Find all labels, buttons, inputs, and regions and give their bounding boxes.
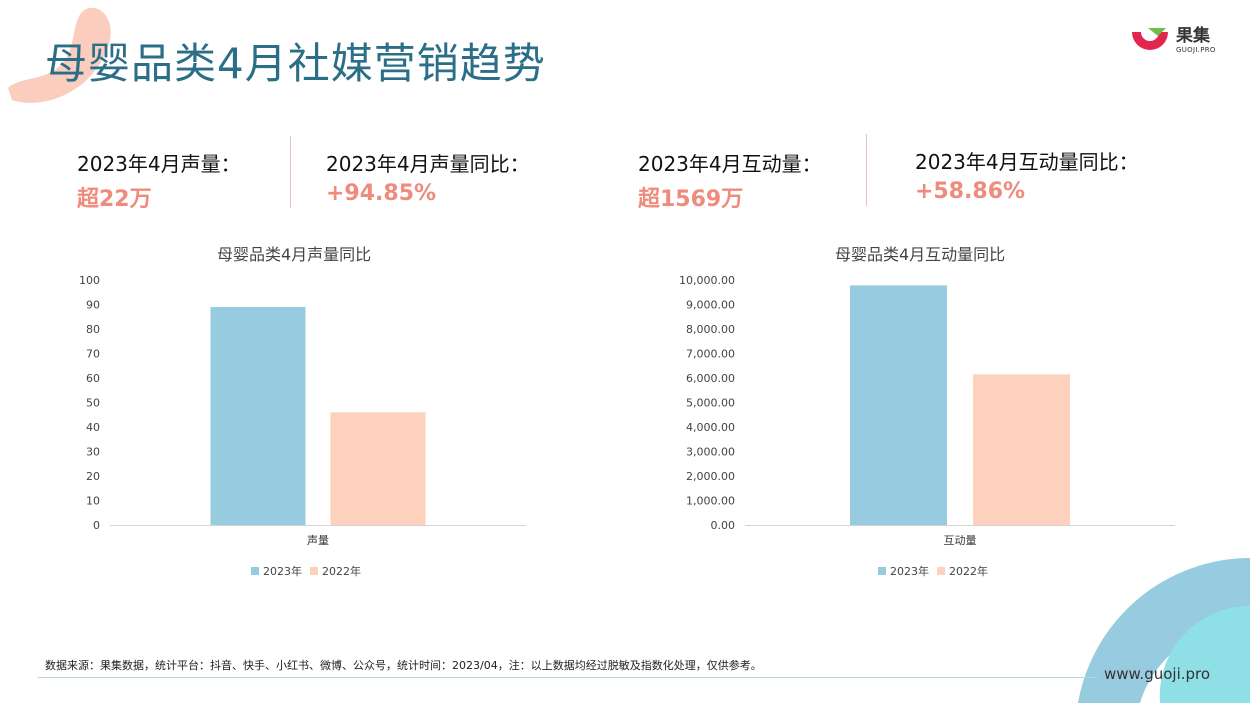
- bottom-right-arc-inner: [1159, 605, 1250, 703]
- stat-interaction-yoy: 2023年4月互动量同比： +58.86%: [915, 146, 1139, 204]
- legend-item-2022: 2022年: [937, 563, 988, 579]
- divider: [866, 134, 867, 206]
- stat-label: 2023年4月互动量同比：: [915, 150, 1139, 174]
- stat-value: +58.86%: [915, 179, 1026, 204]
- legend-item-2023: 2023年: [878, 563, 929, 579]
- logo-mark-icon: [1132, 28, 1168, 50]
- legend-label: 2023年: [263, 565, 302, 578]
- stat-volume-yoy: 2023年4月声量同比： +94.85%: [326, 148, 530, 206]
- y-tick-label: 30: [86, 446, 100, 459]
- divider: [290, 136, 291, 208]
- chart-title-interaction: 母婴品类4月互动量同比: [835, 245, 1006, 264]
- chart-title-volume: 母婴品类4月声量同比: [217, 245, 372, 264]
- x-category-label: 互动量: [944, 534, 977, 547]
- legend-swatch: [937, 567, 945, 575]
- y-tick-label: 20: [86, 470, 100, 483]
- y-tick-label: 50: [86, 397, 100, 410]
- y-tick-label: 60: [86, 372, 100, 385]
- legend-item-2022: 2022年: [310, 563, 361, 579]
- y-tick-label: 9,000.00: [686, 299, 735, 312]
- logo-name: 果集: [1176, 26, 1210, 46]
- y-tick-label: 8,000.00: [686, 323, 735, 336]
- stat-value: +94.85%: [326, 181, 437, 206]
- y-tick-label: 70: [86, 348, 100, 361]
- y-tick-label: 6,000.00: [686, 372, 735, 385]
- legend-item-2023: 2023年: [251, 563, 302, 579]
- y-tick-label: 80: [86, 323, 100, 336]
- y-tick-label: 10,000.00: [679, 274, 735, 287]
- legend-volume: 2023年 2022年: [251, 563, 369, 579]
- stat-volume: 2023年4月声量： 超22万: [77, 148, 241, 213]
- legend-label: 2023年: [890, 565, 929, 578]
- stat-label: 2023年4月互动量：: [638, 152, 822, 176]
- legend-label: 2022年: [949, 565, 988, 578]
- y-tick-label: 4,000.00: [686, 421, 735, 434]
- stat-label: 2023年4月声量同比：: [326, 152, 530, 176]
- stat-label: 2023年4月声量：: [77, 152, 241, 176]
- bottom-right-arc-outer: [1078, 558, 1250, 703]
- y-tick-label: 0: [93, 519, 100, 532]
- chart-interaction: 0.00 1,000.00 2,000.00 3,000.00 4,000.00 5,00…: [679, 274, 1175, 547]
- bar-2022年: [973, 374, 1070, 525]
- y-tick-label: 5,000.00: [686, 397, 735, 410]
- x-category-label: 声量: [307, 533, 329, 547]
- top-left-swoosh: [8, 7, 111, 103]
- y-tick-label: 90: [86, 299, 100, 312]
- y-tick-label: 40: [86, 421, 100, 434]
- legend-swatch: [251, 567, 259, 575]
- website-link[interactable]: www.guoji.pro: [1104, 665, 1211, 683]
- chart-volume: 0 10 20 30 40 50 60 70 80 90 100 声量: [79, 274, 526, 547]
- y-tick-label: 3,000.00: [686, 446, 735, 459]
- logo: 果集 GUOJI.PRO: [1130, 26, 1216, 56]
- y-tick-label: 7,000.00: [686, 348, 735, 361]
- footer-divider: [38, 677, 1098, 678]
- y-tick-label: 0.00: [711, 519, 736, 532]
- legend-label: 2022年: [322, 565, 361, 578]
- page-title: 母婴品类4月社媒营销趋势: [45, 39, 546, 88]
- stat-interaction: 2023年4月互动量： 超1569万: [638, 148, 822, 213]
- y-tick-label: 1,000.00: [686, 495, 735, 508]
- stat-value: 超1569万: [638, 187, 744, 212]
- y-tick-label: 2,000.00: [686, 470, 735, 483]
- bar-2022年: [330, 412, 426, 525]
- footnote: 数据来源：果集数据，统计平台：抖音、快手、小红书、微博、公众号，统计时间：202…: [45, 659, 762, 672]
- stat-value: 超22万: [77, 187, 152, 212]
- y-tick-label: 10: [86, 495, 100, 508]
- bar-2023年: [850, 285, 947, 525]
- legend-swatch: [310, 567, 318, 575]
- legend-interaction: 2023年 2022年: [878, 563, 996, 579]
- y-tick-label: 100: [79, 274, 100, 287]
- legend-swatch: [878, 567, 886, 575]
- bar-2023年: [210, 306, 306, 525]
- logo-sub: GUOJI.PRO: [1176, 46, 1216, 54]
